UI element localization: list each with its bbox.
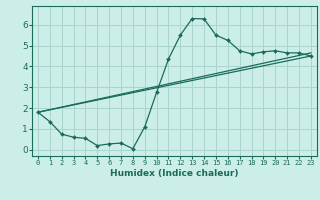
X-axis label: Humidex (Indice chaleur): Humidex (Indice chaleur)	[110, 169, 239, 178]
